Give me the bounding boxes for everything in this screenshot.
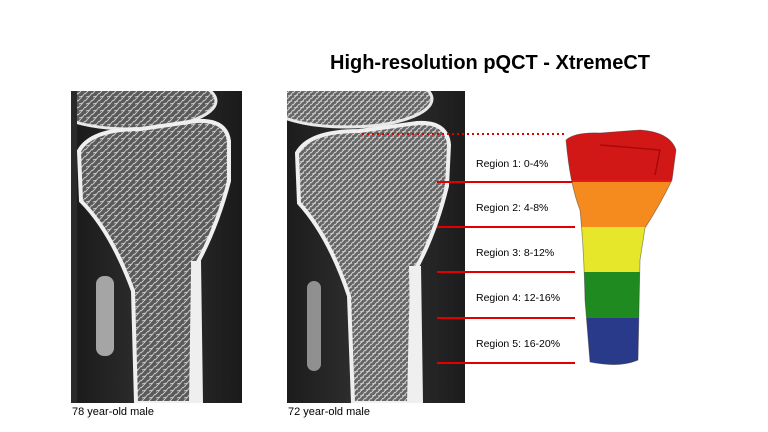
ct-scan-78-year-old xyxy=(71,91,242,403)
region-5-label: Region 5: 16-20% xyxy=(476,338,561,350)
region-1-label: Region 1: 0-4% xyxy=(476,158,549,170)
caption-72-year-old: 72 year-old male xyxy=(288,406,370,418)
region-4-label: Region 4: 12-16% xyxy=(476,292,561,304)
caption-78-year-old: 78 year-old male xyxy=(72,406,154,418)
region-2-label: Region 2: 4-8% xyxy=(476,202,549,214)
slide-title: High-resolution pQCT - XtremeCT xyxy=(330,52,650,74)
region-2-band xyxy=(566,182,676,227)
region-3-band xyxy=(566,227,676,272)
ct-scan-72-year-old xyxy=(287,91,465,403)
region-1-band xyxy=(566,130,676,182)
region-5-band xyxy=(566,318,676,365)
region-3-label: Region 3: 8-12% xyxy=(476,247,555,259)
region-4-band xyxy=(566,272,676,318)
